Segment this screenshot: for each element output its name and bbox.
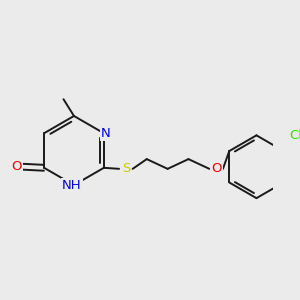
Text: O: O [212, 162, 222, 175]
Text: S: S [122, 162, 130, 175]
Text: O: O [12, 160, 22, 173]
Text: N: N [101, 127, 111, 140]
Text: Cl: Cl [290, 129, 300, 142]
Text: NH: NH [62, 178, 82, 192]
